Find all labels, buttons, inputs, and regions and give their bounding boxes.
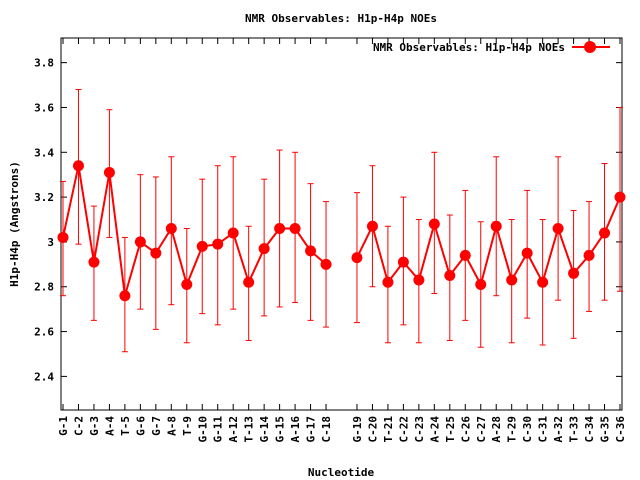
x-tick-label: C-18: [320, 416, 333, 443]
data-point: [428, 218, 440, 230]
data-point: [537, 276, 549, 288]
data-point: [289, 222, 301, 234]
data-point: [134, 236, 146, 248]
x-tick-label: C-31: [537, 416, 550, 443]
x-tick-label: A-12: [227, 416, 240, 443]
data-points: [57, 160, 626, 302]
data-point: [599, 227, 611, 239]
data-point: [506, 274, 518, 286]
x-tick-label: G-6: [134, 416, 147, 436]
y-axis-ticks: 2.4 2.6 2.8 3 3.2 3.4 3.6 3.8: [34, 57, 622, 383]
plot-frame: [60, 37, 623, 411]
y-tick-label: 2.8: [34, 281, 54, 294]
x-tick-label: A-32: [552, 416, 565, 443]
data-point: [57, 231, 69, 243]
data-point: [459, 249, 471, 261]
x-tick-label: G-11: [212, 416, 225, 443]
legend: NMR Observables: H1p-H4p NOEs: [373, 41, 610, 54]
data-point: [305, 245, 317, 257]
data-point: [444, 270, 456, 282]
x-tick-label: G-1: [57, 416, 70, 436]
data-point: [181, 279, 193, 291]
data-point: [243, 276, 255, 288]
y-tick-label: 3.8: [34, 57, 54, 70]
data-point: [521, 247, 533, 259]
x-tick-label: T-13: [243, 416, 256, 443]
x-axis-label: Nucleotide: [308, 466, 375, 479]
x-tick-label: C-23: [413, 416, 426, 443]
series-lines: [62, 165, 621, 296]
x-tick-label: G-35: [599, 416, 612, 443]
x-tick-label: T-33: [568, 416, 581, 443]
data-point: [614, 191, 626, 203]
data-point: [165, 222, 177, 234]
x-tick-label: C-27: [475, 416, 488, 443]
data-point: [103, 166, 115, 178]
error-bars: [60, 89, 623, 353]
data-point: [583, 249, 595, 261]
series-line-segment: [356, 196, 621, 288]
x-tick-label: G-17: [305, 416, 318, 443]
x-tick-label: T-25: [444, 416, 457, 443]
x-tick-label: C-30: [521, 416, 534, 443]
data-point: [320, 258, 332, 270]
data-point: [351, 252, 363, 264]
data-point: [397, 256, 409, 268]
data-point: [227, 227, 239, 239]
data-point: [274, 222, 286, 234]
x-tick-label: T-29: [506, 416, 519, 443]
x-tick-label: A-24: [428, 416, 441, 443]
series-line-segment: [62, 165, 327, 296]
x-tick-label: G-19: [351, 416, 364, 443]
x-tick-label: A-4: [103, 416, 116, 436]
data-point: [413, 274, 425, 286]
legend-marker: [584, 41, 596, 53]
x-tick-label: C-34: [583, 416, 596, 443]
x-tick-label: T-5: [119, 416, 132, 436]
x-tick-label: T-21: [382, 416, 395, 443]
data-point: [258, 243, 270, 255]
x-tick-label: C-22: [397, 416, 410, 443]
x-tick-label: A-16: [289, 416, 302, 443]
data-point: [72, 160, 84, 172]
data-point: [475, 279, 487, 291]
x-tick-label: G-7: [150, 416, 163, 436]
x-tick-label: G-10: [196, 416, 209, 443]
x-tick-label: C-36: [614, 416, 627, 443]
data-point: [382, 276, 394, 288]
x-tick-label: A-8: [165, 416, 178, 436]
x-tick-label: A-28: [490, 416, 503, 443]
x-axis-ticks: G-1 C-2 G-3 A-4 T-5 G-6 G-7 A-8 T-9 G-10 G-11 A-12 T…: [57, 38, 627, 443]
y-tick-label: 3.6: [34, 101, 54, 114]
data-point: [196, 240, 208, 252]
x-tick-label: G-3: [88, 416, 101, 436]
data-point: [490, 220, 502, 232]
x-tick-label: G-15: [274, 416, 287, 443]
y-tick-label: 3: [47, 236, 54, 249]
data-point: [212, 238, 224, 250]
x-tick-label: G-14: [258, 416, 271, 443]
data-point: [366, 220, 378, 232]
x-tick-label: C-20: [366, 416, 379, 443]
x-tick-label: C-26: [459, 416, 472, 443]
chart-title: NMR Observables: H1p-H4p NOEs: [245, 12, 437, 25]
y-tick-label: 3.4: [34, 146, 54, 159]
x-tick-label: C-2: [72, 416, 85, 436]
y-axis-label: H1p-H4p (Angstrons): [8, 161, 21, 287]
data-point: [552, 222, 564, 234]
y-tick-label: 3.2: [34, 191, 54, 204]
data-point: [119, 290, 131, 302]
y-tick-label: 2.6: [34, 326, 54, 339]
x-tick-label: T-9: [181, 416, 194, 436]
legend-label: NMR Observables: H1p-H4p NOEs: [373, 41, 565, 54]
y-tick-label: 2.4: [34, 370, 54, 383]
data-point: [568, 267, 580, 279]
data-point: [150, 247, 162, 259]
data-point: [88, 256, 100, 268]
